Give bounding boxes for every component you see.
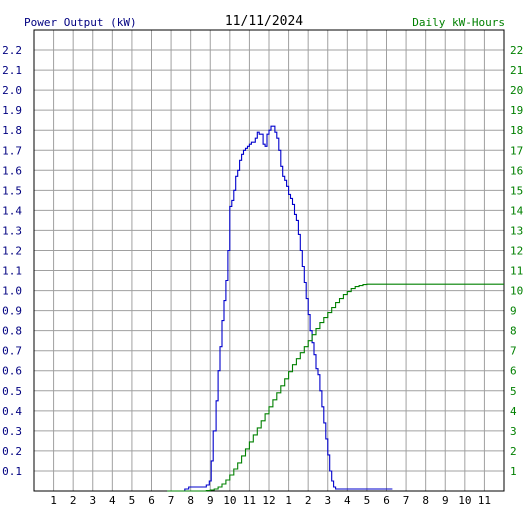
series-lines [167,125,504,492]
left-tick-label: 0.5 [2,385,22,398]
chart-date-title: 11/11/2024 [225,14,303,29]
x-tick-label: 9 [207,494,214,507]
left-axis-title: Power Output (kW) [24,16,137,29]
x-tick-label: 7 [168,494,175,507]
x-tick-label: 3 [89,494,96,507]
grid-lines [34,30,504,491]
x-tick-label: 10 [458,494,471,507]
right-tick-label: 10 [510,285,523,298]
plot-frame [33,29,505,492]
left-tick-label: 2.1 [2,64,22,77]
left-tick-label: 1.5 [2,184,22,197]
left-tick-label: 1.2 [2,244,22,257]
left-tick-label: 2.2 [2,44,22,57]
x-tick-label: 11 [478,494,491,507]
power-series-line [167,125,393,492]
left-tick-label: 1.1 [2,265,22,278]
x-tick-label: 1 [50,494,57,507]
x-tick-label: 6 [148,494,155,507]
right-tick-label: 19 [510,104,523,117]
left-tick-label: 1.0 [2,285,22,298]
right-tick-label: 8 [510,325,517,338]
left-tick-label: 1.9 [2,104,22,117]
right-tick-label: 11 [510,265,523,278]
right-tick-label: 16 [510,164,523,177]
left-tick-label: 0.2 [2,445,22,458]
x-tick-label: 9 [442,494,449,507]
right-tick-label: 17 [510,144,523,157]
x-tick-label: 12 [262,494,275,507]
left-tick-label: 0.4 [2,405,22,418]
left-tick-label: 0.6 [2,365,22,378]
x-tick-label: 4 [109,494,116,507]
x-tick-label: 10 [223,494,236,507]
left-tick-label: 1.4 [2,204,22,217]
right-tick-label: 20 [510,84,523,97]
x-tick-label: 2 [305,494,312,507]
right-tick-label: 5 [510,385,517,398]
left-tick-label: 0.3 [2,425,22,438]
energy-series-line [167,283,504,492]
x-tick-label: 6 [383,494,390,507]
right-tick-label: 14 [510,204,524,217]
right-tick-label: 13 [510,224,523,237]
x-tick-label: 4 [344,494,351,507]
x-tick-label: 2 [70,494,77,507]
right-tick-label: 6 [510,365,517,378]
left-tick-label: 2.0 [2,84,22,97]
left-axis-ticks: 0.1 0.2 0.3 0.4 0.5 0.6 0.7 0.8 0.9 1.0 1.1 1.2 1.3 1… [2,44,22,478]
left-tick-label: 1.7 [2,144,22,157]
right-tick-label: 1 [510,465,517,478]
x-axis-ticks: 1 2 3 4 5 6 7 8 9 10 11 12 1 2 3 4 5 6 7 8 9 10 11 [50,494,491,507]
right-tick-label: 9 [510,305,517,318]
right-tick-label: 15 [510,184,523,197]
x-tick-label: 3 [324,494,331,507]
x-tick-label: 5 [364,494,371,507]
right-tick-label: 2 [510,445,517,458]
left-tick-label: 0.8 [2,325,22,338]
right-tick-label: 3 [510,425,517,438]
x-tick-label: 7 [403,494,410,507]
x-tick-label: 8 [187,494,194,507]
left-tick-label: 0.9 [2,305,22,318]
right-tick-label: 21 [510,64,523,77]
right-axis-title: Daily kW-Hours [412,16,505,29]
left-tick-label: 1.6 [2,164,22,177]
left-tick-label: 0.7 [2,345,22,358]
right-tick-label: 12 [510,244,523,257]
right-tick-label: 7 [510,345,517,358]
x-tick-label: 5 [129,494,136,507]
x-tick-label: 11 [243,494,256,507]
plot-border [33,29,505,492]
left-tick-label: 1.3 [2,224,22,237]
left-tick-label: 1.8 [2,124,22,137]
right-tick-label: 4 [510,405,517,418]
right-tick-label: 18 [510,124,523,137]
right-tick-label: 22 [510,44,523,57]
x-tick-label: 8 [422,494,429,507]
left-tick-label: 0.1 [2,465,22,478]
x-tick-label: 1 [285,494,292,507]
